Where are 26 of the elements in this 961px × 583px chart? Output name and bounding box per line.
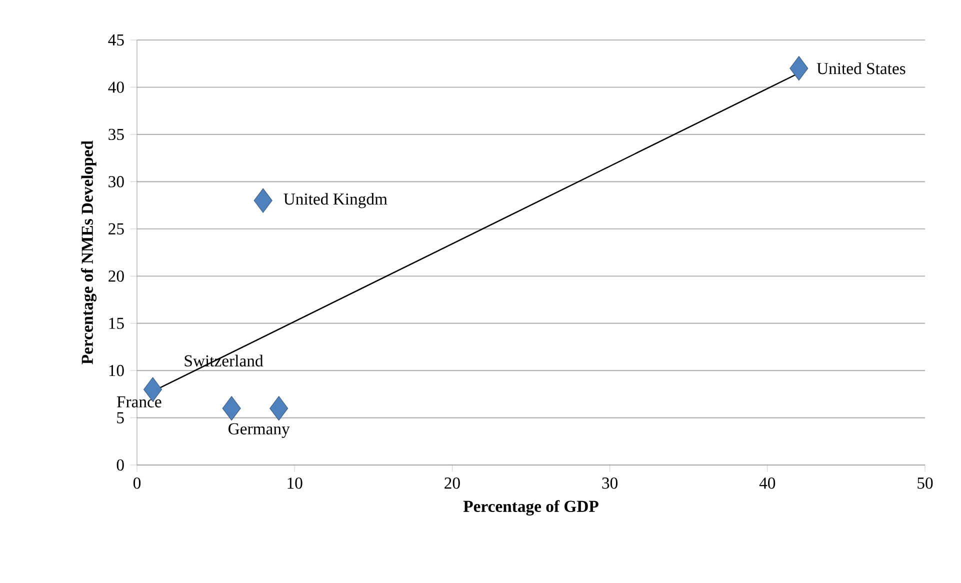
- x-tick-label: 50: [918, 477, 933, 489]
- y-tick-label: 15: [109, 318, 124, 329]
- point: [254, 188, 272, 213]
- y-tick-label: 25: [108, 223, 124, 234]
- annotation: United Kingdm: [284, 192, 388, 208]
- annotation: Germany: [228, 423, 290, 438]
- y-tick-label: 35: [108, 128, 124, 140]
- x-tick-label: 0: [133, 477, 141, 489]
- y-tick-label: 20: [108, 270, 124, 282]
- point: [790, 56, 808, 81]
- point: [270, 396, 288, 421]
- y-tick-label: 40: [108, 82, 124, 93]
- y-tick-label: 45: [108, 34, 124, 46]
- x-tick-label: 10: [288, 477, 302, 489]
- annotation: France: [116, 396, 162, 408]
- y-tick-label: 30: [108, 176, 124, 188]
- point: [222, 396, 241, 421]
- annotation: United States: [816, 62, 906, 74]
- x-axis-title: Percentage of GDP: [463, 500, 598, 516]
- x-tick-label: 20: [444, 477, 460, 489]
- y-tick-label: 0: [116, 459, 124, 471]
- x-tick-label: 30: [602, 477, 618, 489]
- y-axis-title: Percentage of NMEs Developed: [81, 140, 96, 364]
- x-tick-label: 40: [759, 477, 776, 489]
- y-tick-label: 10: [109, 364, 124, 376]
- y-tick-label: 5: [117, 412, 124, 424]
